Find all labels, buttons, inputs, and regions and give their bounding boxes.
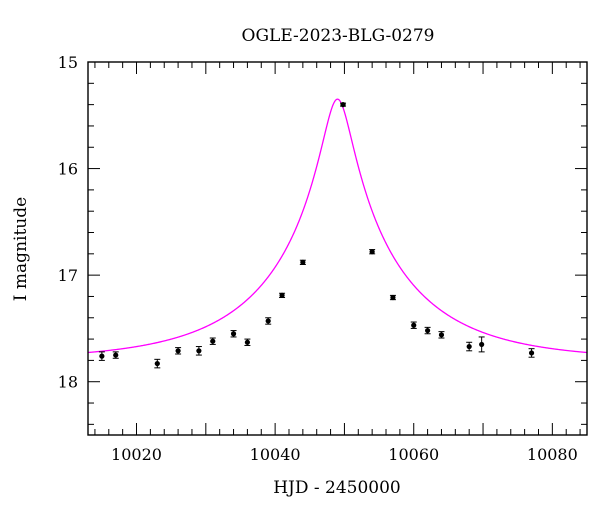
data-point <box>244 338 251 346</box>
data-point-marker <box>196 348 202 354</box>
plot-frame <box>87 61 588 436</box>
data-point-marker <box>340 102 346 108</box>
x-tick-label: 10080 <box>527 445 578 464</box>
data-point-marker <box>279 292 285 298</box>
data-point-marker <box>113 352 119 358</box>
x-tick-label: 10020 <box>111 445 162 464</box>
data-point <box>195 346 202 356</box>
data-point-marker <box>300 259 306 265</box>
data-point <box>340 102 347 108</box>
data-point <box>175 347 182 355</box>
x-axis-label: HJD - 2450000 <box>273 478 401 498</box>
x-tick-label: 10040 <box>250 445 301 464</box>
data-point <box>279 292 286 299</box>
y-tick-label: 18 <box>58 373 78 392</box>
y-axis-label: I magnitude <box>11 197 31 301</box>
data-point-marker <box>528 350 535 356</box>
data-point <box>112 351 119 359</box>
data-point-marker <box>479 341 485 348</box>
data-point <box>528 348 535 358</box>
data-point-marker <box>390 294 396 301</box>
y-tick-label: 15 <box>58 53 78 72</box>
data-point <box>98 351 105 361</box>
data-point-marker <box>210 338 216 344</box>
data-point-marker <box>175 348 181 354</box>
x-axis-ticks: 10020 10040 10060 10080 <box>94 62 581 464</box>
data-point <box>478 336 485 353</box>
data-point <box>369 249 376 255</box>
data-point <box>438 331 445 339</box>
data-point-marker <box>244 339 251 345</box>
data-point-marker <box>265 318 271 324</box>
data-point-marker <box>466 343 472 350</box>
data-point-marker <box>438 332 445 338</box>
data-point <box>154 358 161 369</box>
y-axis-ticks: 15 16 17 18 <box>58 53 587 425</box>
data-point <box>265 317 272 325</box>
data-point-marker <box>411 322 417 328</box>
data-point <box>230 330 237 338</box>
data-point-marker <box>154 360 160 367</box>
chart-title: OGLE-2023-BLG-0279 <box>242 26 435 46</box>
model-curve <box>87 98 588 354</box>
x-tick-label: 10060 <box>388 445 439 464</box>
data-point-marker <box>369 249 375 255</box>
y-tick-label: 16 <box>58 160 78 179</box>
data-point <box>466 341 473 352</box>
data-point <box>424 326 431 335</box>
data-point-marker <box>424 327 431 334</box>
data-point <box>299 259 306 265</box>
data-point <box>410 321 417 329</box>
data-points <box>98 102 535 369</box>
data-point-marker <box>230 331 237 337</box>
y-tick-label: 17 <box>58 266 78 285</box>
data-point <box>209 337 216 345</box>
data-point-marker <box>99 353 105 359</box>
data-point <box>389 294 396 301</box>
